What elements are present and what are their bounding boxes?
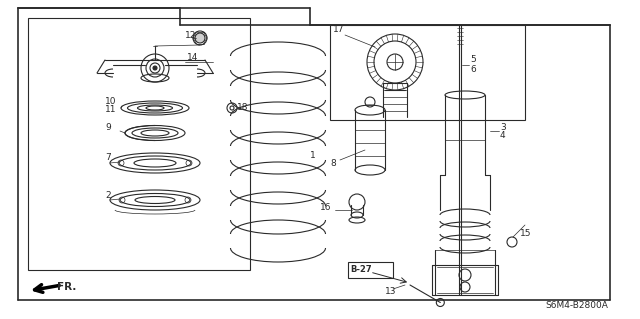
Text: S6M4-B2800A: S6M4-B2800A <box>545 301 608 310</box>
Text: 12: 12 <box>185 31 196 40</box>
Text: 14: 14 <box>187 54 198 63</box>
Text: 17: 17 <box>333 26 344 34</box>
Text: 13: 13 <box>385 286 397 295</box>
Text: 5: 5 <box>470 56 476 64</box>
Text: FR.: FR. <box>57 282 76 292</box>
Circle shape <box>153 66 157 70</box>
Text: 3: 3 <box>500 123 506 132</box>
Text: B-27: B-27 <box>350 265 372 275</box>
Text: 16: 16 <box>320 203 332 211</box>
Text: 6: 6 <box>470 65 476 75</box>
Bar <box>330 25 525 120</box>
Text: 10: 10 <box>105 98 116 107</box>
Bar <box>348 262 393 278</box>
Text: 8: 8 <box>330 159 336 167</box>
Text: 9: 9 <box>105 123 111 132</box>
Text: 1: 1 <box>310 151 316 160</box>
Text: 7: 7 <box>105 153 111 162</box>
Text: 4: 4 <box>500 131 506 140</box>
Text: 15: 15 <box>520 228 531 238</box>
Text: 11: 11 <box>105 106 116 115</box>
Circle shape <box>195 33 205 43</box>
Text: 18: 18 <box>237 102 248 112</box>
Text: 2: 2 <box>105 190 111 199</box>
Bar <box>28 18 250 270</box>
